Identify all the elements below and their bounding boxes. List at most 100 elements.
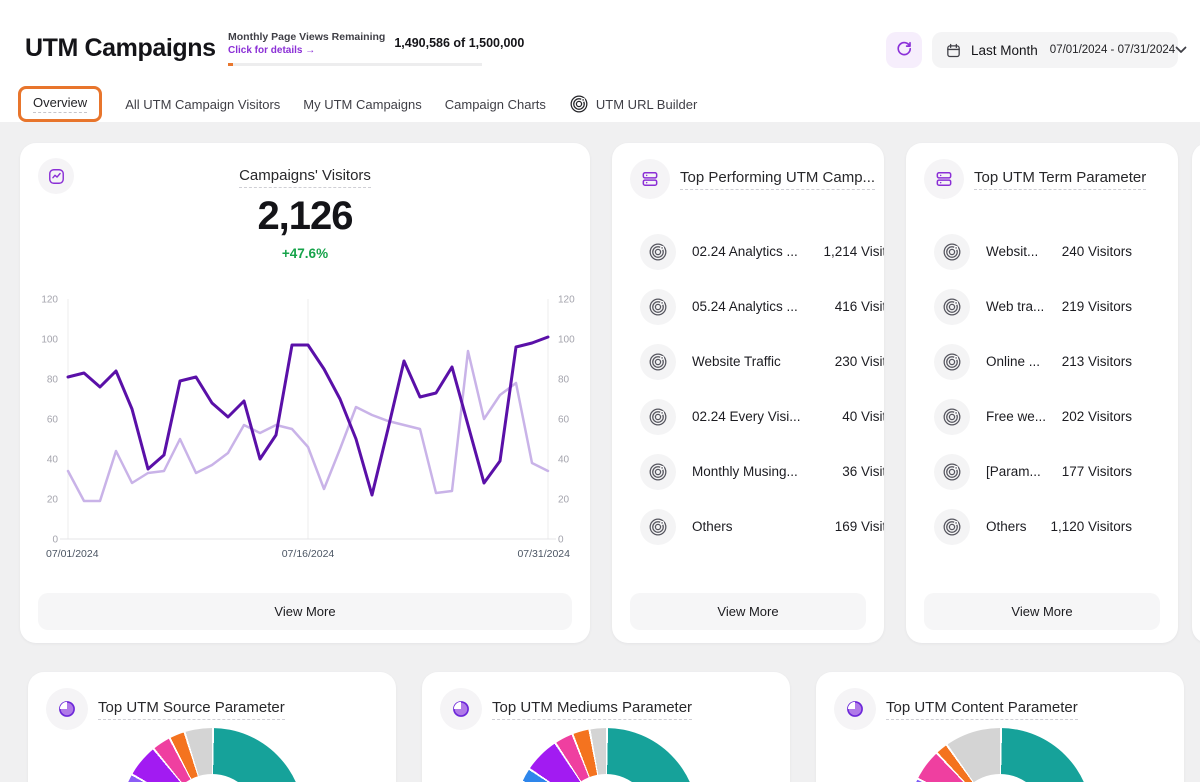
utm-target-icon bbox=[934, 233, 970, 270]
item-label: 05.24 Analytics ... bbox=[692, 299, 798, 314]
list-item[interactable]: Monthly Musing... 36 Visitors bbox=[612, 444, 884, 499]
date-range-picker[interactable]: Last Month 07/01/2024 - 07/31/2024 bbox=[932, 32, 1187, 68]
item-label: Free we... bbox=[986, 409, 1047, 424]
item-value: 36 Visitors bbox=[842, 464, 884, 479]
utm-target-icon bbox=[934, 398, 970, 435]
svg-text:120: 120 bbox=[558, 295, 575, 306]
item-value: 40 Visitors bbox=[842, 409, 884, 424]
item-value: 230 Visitors bbox=[834, 354, 884, 369]
list-item[interactable]: 02.24 Every Visi... 40 Visitors bbox=[612, 389, 884, 444]
item-label: Monthly Musing... bbox=[692, 464, 798, 479]
card-title: Top Performing UTM Camp... bbox=[680, 169, 876, 190]
tab-my-utm-campaigns[interactable]: My UTM Campaigns bbox=[303, 97, 421, 112]
list-item[interactable]: [Param... 177 Visitors bbox=[906, 444, 1178, 499]
refresh-button[interactable] bbox=[886, 32, 922, 68]
top-source-card: Top UTM Source Parameter bbox=[28, 672, 396, 782]
list-item[interactable]: Others 1,120 Visitors bbox=[906, 499, 1178, 554]
content-donut-chart bbox=[908, 728, 1092, 782]
date-preset-label: Last Month bbox=[971, 42, 1038, 58]
utm-target-icon bbox=[640, 453, 676, 490]
usage-value: 1,490,586 of 1,500,000 bbox=[394, 36, 525, 50]
calendar-icon bbox=[945, 42, 962, 59]
svg-text:40: 40 bbox=[47, 455, 59, 466]
usage-label: Monthly Page Views Remaining bbox=[228, 31, 386, 43]
utm-target-icon bbox=[640, 288, 676, 325]
server-list-icon bbox=[924, 159, 964, 199]
item-value: 213 Visitors bbox=[1061, 354, 1132, 369]
pie-chart-icon bbox=[834, 688, 876, 730]
source-donut-chart bbox=[120, 728, 304, 782]
item-value: 177 Visitors bbox=[1061, 464, 1132, 479]
tab-label: My UTM Campaigns bbox=[303, 96, 422, 112]
campaigns-visitors-card: Campaigns' Visitors 2,126 +47.6% 0 0 20 20 4… bbox=[20, 143, 590, 643]
tab-overview[interactable]: Overview bbox=[18, 86, 103, 122]
view-more-button[interactable]: View More bbox=[38, 593, 572, 630]
list-item[interactable]: Free we... 202 Visitors bbox=[906, 389, 1178, 444]
utm-target-icon bbox=[934, 288, 970, 325]
donut-hole bbox=[560, 774, 652, 782]
visitors-change-badge: +47.6% bbox=[281, 246, 329, 261]
svg-text:07/01/2024: 07/01/2024 bbox=[46, 548, 99, 560]
item-value: 169 Visitors bbox=[834, 519, 884, 534]
utm-target-icon bbox=[640, 508, 676, 545]
list-item[interactable]: 05.24 Analytics ... 416 Visitors bbox=[612, 279, 884, 334]
top-campaigns-list: 02.24 Analytics ... 1,214 Visitors 05.24 A… bbox=[612, 224, 884, 554]
item-label: 02.24 Analytics ... bbox=[692, 244, 798, 259]
utm-target-icon bbox=[640, 398, 676, 435]
list-item[interactable]: Websit... 240 Visitors bbox=[906, 224, 1178, 279]
svg-text:0: 0 bbox=[52, 535, 58, 546]
svg-text:80: 80 bbox=[47, 375, 59, 386]
utm-target-icon bbox=[640, 343, 676, 380]
svg-text:120: 120 bbox=[41, 295, 58, 306]
activity-chart-icon bbox=[38, 158, 74, 194]
svg-text:60: 60 bbox=[47, 415, 59, 426]
list-item[interactable]: Website Traffic 230 Visitors bbox=[612, 334, 884, 389]
card-title: Top UTM Content Parameter bbox=[886, 699, 1078, 720]
utm-target-icon bbox=[934, 508, 970, 545]
item-label: Website Traffic bbox=[692, 354, 781, 369]
item-value: 1,120 Visitors bbox=[1050, 519, 1132, 534]
pie-chart-icon bbox=[46, 688, 88, 730]
svg-text:0: 0 bbox=[558, 535, 564, 546]
utm-target-icon bbox=[934, 453, 970, 490]
svg-text:07/16/2024: 07/16/2024 bbox=[282, 548, 335, 560]
svg-text:20: 20 bbox=[47, 495, 59, 506]
top-terms-card: Top UTM Term Parameter Websit... 240 Visi… bbox=[906, 143, 1178, 643]
list-item[interactable]: 02.24 Analytics ... 1,214 Visitors bbox=[612, 224, 884, 279]
item-label: 02.24 Every Visi... bbox=[692, 409, 801, 424]
list-item[interactable]: Web tra... 219 Visitors bbox=[906, 279, 1178, 334]
svg-text:60: 60 bbox=[558, 415, 570, 426]
visitors-total: 2,126 bbox=[257, 194, 353, 238]
usage-details-link[interactable]: Click for details → bbox=[228, 45, 316, 56]
svg-text:20: 20 bbox=[558, 495, 570, 506]
tab-all-utm-campaign-visitors[interactable]: All UTM Campaign Visitors bbox=[125, 97, 280, 112]
tab-utm-url-builder[interactable]: UTM URL Builder bbox=[569, 94, 697, 114]
refresh-icon bbox=[895, 39, 913, 62]
server-list-icon bbox=[630, 159, 670, 199]
tab-bar: Overview All UTM Campaign Visitors My UTM … bbox=[18, 86, 697, 122]
mediums-donut-chart bbox=[514, 728, 698, 782]
item-label: Online ... bbox=[986, 354, 1041, 369]
item-label: Others bbox=[986, 519, 1027, 534]
card-title: Top UTM Source Parameter bbox=[98, 699, 285, 720]
list-item[interactable]: Others 169 Visitors bbox=[612, 499, 884, 554]
top-terms-list: Websit... 240 Visitors Web tra... 219 Visit… bbox=[906, 224, 1178, 554]
usage-progress-fill bbox=[228, 63, 234, 66]
utm-target-icon bbox=[640, 233, 676, 270]
tab-label: UTM URL Builder bbox=[595, 96, 698, 112]
view-more-button[interactable]: View More bbox=[630, 593, 866, 630]
list-item[interactable]: Online ... 213 Visitors bbox=[906, 334, 1178, 389]
card-title: Top UTM Mediums Parameter bbox=[492, 699, 693, 720]
tab-campaign-charts[interactable]: Campaign Charts bbox=[445, 97, 546, 112]
svg-text:07/31/2024: 07/31/2024 bbox=[517, 548, 570, 560]
page-title: UTM Campaigns bbox=[25, 34, 216, 62]
page-views-usage: Monthly Page Views Remaining Click for d… bbox=[228, 31, 524, 66]
item-value: 416 Visitors bbox=[834, 299, 884, 314]
donut-hole bbox=[954, 774, 1046, 782]
card-title: Top UTM Term Parameter bbox=[974, 169, 1147, 190]
view-more-button[interactable]: View More bbox=[924, 593, 1160, 630]
tab-label: All UTM Campaign Visitors bbox=[125, 96, 281, 112]
tab-label: Overview bbox=[33, 95, 88, 113]
date-range-value: 07/01/2024 - 07/31/2024 bbox=[1049, 44, 1176, 56]
